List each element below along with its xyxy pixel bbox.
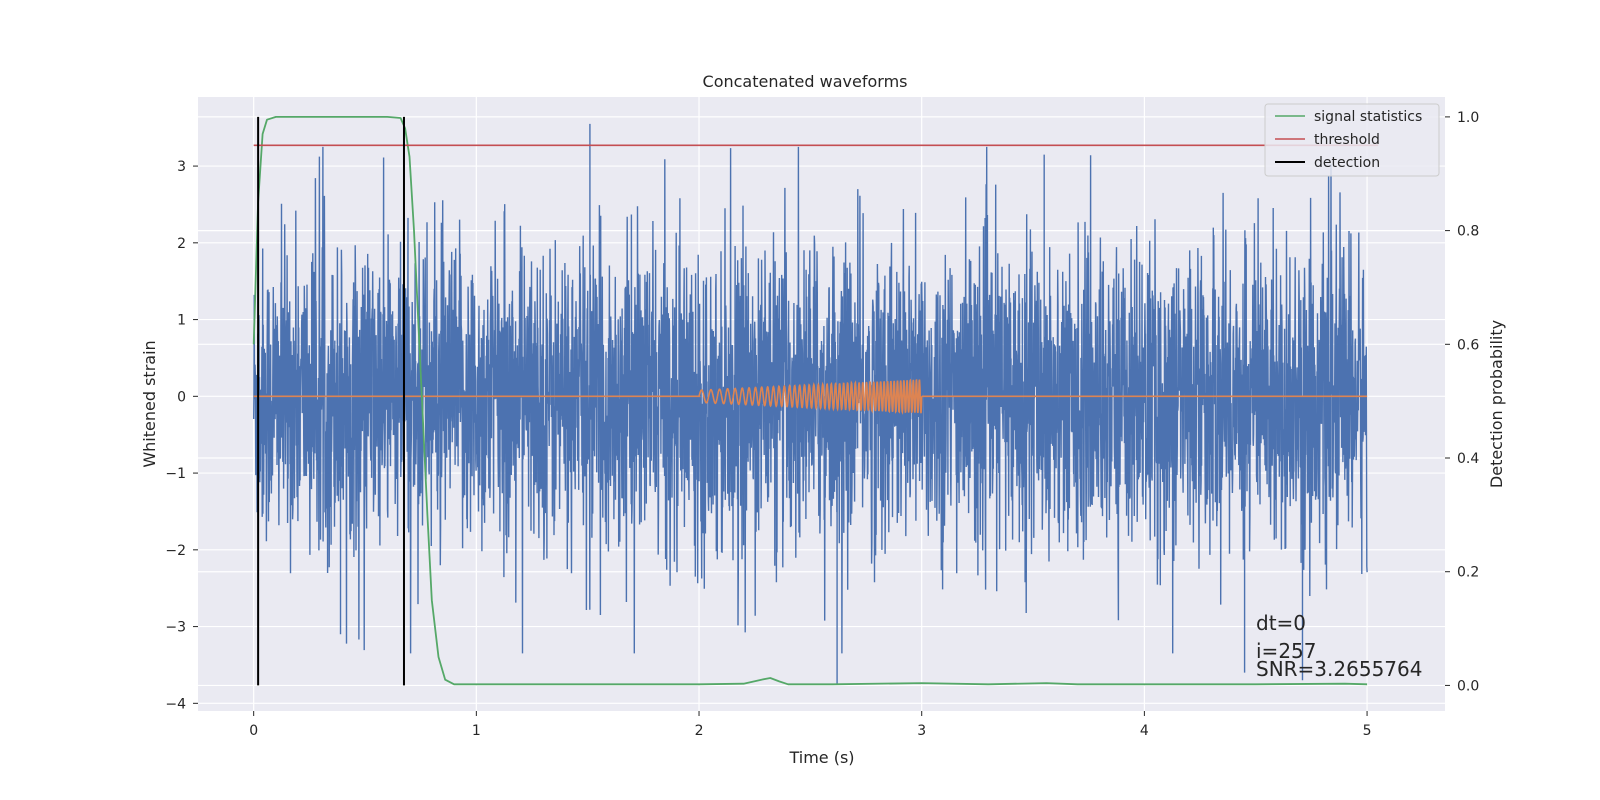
- x-tick-label: 1: [472, 723, 481, 739]
- x-axis-label: Time (s): [788, 748, 854, 767]
- legend-box: [1264, 103, 1440, 177]
- legend-label-threshold: threshold: [1314, 132, 1380, 148]
- y-right-tick-label: 0.2: [1457, 565, 1479, 581]
- stats-layer: [252, 116, 1368, 686]
- y-tick-label: −3: [165, 620, 186, 636]
- x-tick-label: 4: [1140, 723, 1149, 739]
- legend-label-signal-statistics: signal statistics: [1314, 109, 1422, 125]
- x-tick-label: 5: [1363, 723, 1372, 739]
- series-signal-statistics: [252, 116, 1368, 686]
- y-right-tick-label: 0.4: [1457, 451, 1479, 467]
- annotation-snr: SNR=3.2655764: [1256, 657, 1422, 681]
- x-ticks: 0 1 2 3 4 5: [249, 711, 1372, 739]
- strain-layer: [253, 123, 1368, 685]
- y-right-tick-label: 0.8: [1457, 224, 1479, 240]
- legend-label-detection: detection: [1314, 155, 1380, 171]
- y-tick-label: 2: [177, 236, 186, 252]
- y-axis-label: Whitened strain: [140, 340, 159, 467]
- legend: signal statistics threshold detection: [1264, 103, 1440, 177]
- y-tick-label: −1: [165, 466, 186, 482]
- y-right-tick-label: 1.0: [1457, 110, 1479, 126]
- x-tick-label: 2: [695, 723, 704, 739]
- y-right-tick-label: 0.0: [1457, 678, 1479, 694]
- series-template-waveform: [253, 378, 1368, 415]
- left-y-ticks: −4 −3 −2 −1 0 1 2 3: [165, 159, 198, 712]
- series-whitened-strain: [253, 146, 1368, 654]
- y-axis-label-right: Detection probability: [1487, 320, 1506, 488]
- y-right-tick-label: 0.6: [1457, 337, 1479, 353]
- y-tick-label: −2: [165, 543, 186, 559]
- x-tick-label: 0: [249, 723, 258, 739]
- template-layer: [253, 378, 1368, 415]
- annotation-index: i=257: [1256, 639, 1317, 663]
- chart-title: Concatenated waveforms: [703, 72, 908, 91]
- annotation-dt: dt=0: [1256, 611, 1306, 635]
- y-tick-label: 1: [177, 313, 186, 329]
- right-y-ticks: 0.0 0.2 0.4 0.6 0.8 1.0: [1445, 110, 1479, 694]
- detection-layer: [257, 116, 405, 686]
- x-tick-label: 3: [917, 723, 926, 739]
- y-tick-label: −4: [165, 696, 186, 712]
- y-tick-label: 0: [177, 389, 186, 405]
- y-tick-label: 3: [177, 159, 186, 175]
